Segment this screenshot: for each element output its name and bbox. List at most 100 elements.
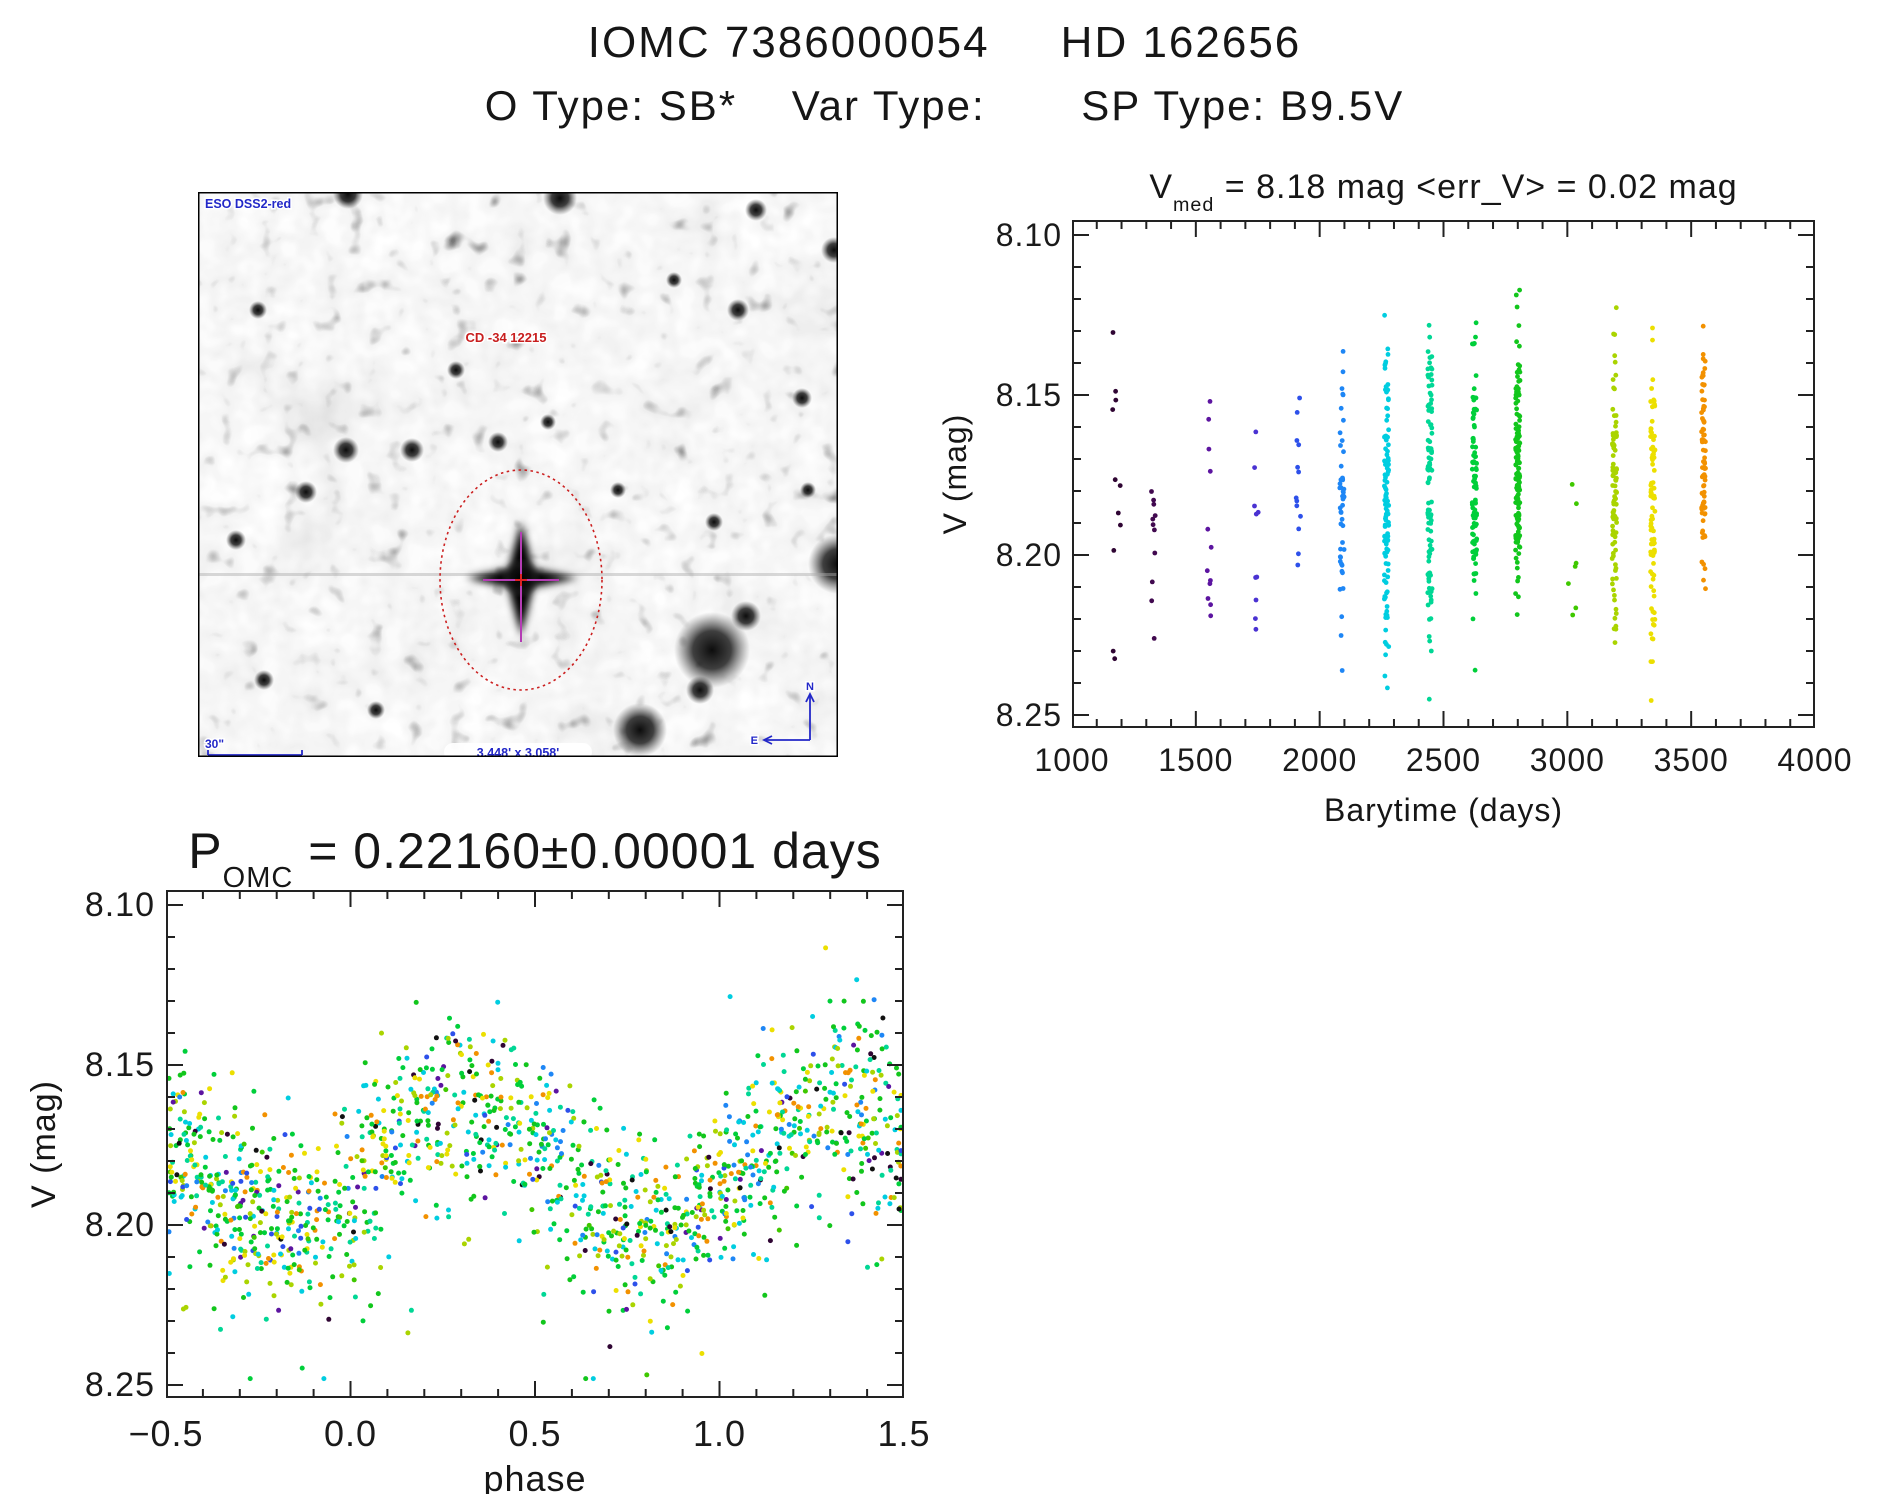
- data-point: [882, 1116, 888, 1122]
- data-point: [860, 1140, 866, 1146]
- data-point: [318, 1301, 324, 1307]
- data-point: [611, 1228, 617, 1234]
- data-point: [360, 1167, 366, 1173]
- data-point: [553, 1088, 559, 1094]
- data-point: [866, 1158, 872, 1164]
- data-point: [174, 1172, 180, 1178]
- data-point: [296, 1250, 302, 1256]
- data-point: [816, 1192, 822, 1198]
- data-point: [879, 1032, 885, 1038]
- data-point: [435, 1121, 441, 1127]
- data-point: [771, 1184, 777, 1190]
- data-point: [497, 1106, 503, 1112]
- data-point: [778, 1126, 784, 1132]
- data-point: [183, 1138, 189, 1143]
- data-point: [412, 1093, 418, 1099]
- data-point: [762, 1195, 768, 1201]
- data-point: [1426, 696, 1432, 702]
- data-point: [1610, 473, 1616, 479]
- data-point: [222, 1188, 228, 1194]
- data-point: [1652, 401, 1657, 407]
- data-point: [344, 1219, 350, 1224]
- data-point: [303, 1223, 309, 1228]
- data-point: [1513, 421, 1519, 427]
- data-point: [403, 1045, 409, 1051]
- data-point: [1573, 605, 1579, 611]
- data-point: [850, 1176, 856, 1182]
- data-point: [598, 1172, 604, 1178]
- data-point: [500, 1042, 506, 1048]
- data-point: [1385, 685, 1390, 691]
- data-point: [707, 1190, 713, 1196]
- data-point: [723, 1102, 729, 1108]
- data-point: [229, 1233, 235, 1239]
- data-point: [663, 1164, 669, 1170]
- data-point: [528, 1094, 534, 1100]
- data-point: [1701, 483, 1706, 489]
- data-point: [342, 1106, 347, 1112]
- data-point: [1513, 292, 1519, 298]
- data-point: [1386, 427, 1391, 433]
- data-point: [258, 1260, 264, 1266]
- data-point: [528, 1155, 533, 1161]
- data-point: [180, 1306, 186, 1312]
- data-point: [341, 1223, 347, 1229]
- data-point: [1150, 516, 1156, 522]
- data-point: [707, 1257, 713, 1263]
- data-point: [244, 1279, 250, 1285]
- data-point: [197, 1134, 203, 1140]
- data-point: [865, 1264, 870, 1270]
- data-point: [1383, 492, 1389, 498]
- data-point: [723, 1197, 729, 1202]
- data-point: [743, 1165, 749, 1171]
- data-point: [505, 1122, 511, 1128]
- data-point: [252, 1246, 258, 1252]
- data-point: [803, 1144, 809, 1150]
- phase-title-symbol: P: [188, 823, 223, 879]
- data-point: [591, 1097, 597, 1103]
- data-point: [224, 1131, 230, 1137]
- data-point: [1386, 397, 1391, 403]
- data-point: [1650, 636, 1656, 642]
- data-point: [1428, 401, 1434, 406]
- data-point: [1152, 550, 1158, 556]
- data-point: [214, 1231, 220, 1237]
- data-point: [323, 1194, 329, 1200]
- data-point: [585, 1211, 591, 1217]
- data-point: [698, 1216, 704, 1222]
- data-point: [177, 1116, 183, 1122]
- data-point: [791, 1100, 797, 1106]
- data-point: [1612, 359, 1618, 365]
- data-point: [685, 1308, 691, 1314]
- data-point: [1513, 555, 1519, 561]
- data-point: [1612, 483, 1618, 489]
- data-point: [888, 1115, 894, 1121]
- data-point: [1384, 386, 1389, 392]
- data-point: [633, 1189, 639, 1194]
- data-point: [438, 1160, 444, 1166]
- data-point: [607, 1157, 613, 1163]
- data-point: [339, 1114, 345, 1120]
- data-point: [1610, 465, 1616, 470]
- data-point: [1338, 477, 1344, 483]
- data-point: [396, 1056, 402, 1061]
- data-point: [213, 1243, 219, 1249]
- data-point: [512, 1124, 518, 1130]
- data-point: [1385, 346, 1391, 352]
- data-point: [439, 1153, 445, 1159]
- data-point: [264, 1154, 270, 1160]
- data-point: [320, 1239, 326, 1245]
- data-point: [315, 1188, 321, 1194]
- data-point: [523, 1062, 529, 1068]
- data-point: [1472, 507, 1478, 513]
- data-point: [1471, 473, 1477, 479]
- data-point: [1513, 495, 1519, 501]
- data-point: [389, 1129, 395, 1135]
- data-point: [191, 1140, 197, 1146]
- data-point: [251, 1234, 257, 1240]
- data-point: [763, 1160, 768, 1166]
- data-point: [181, 1070, 187, 1076]
- target-name-label: CD -34 12215: [466, 330, 547, 345]
- data-point: [829, 1070, 835, 1075]
- data-point: [1340, 570, 1345, 576]
